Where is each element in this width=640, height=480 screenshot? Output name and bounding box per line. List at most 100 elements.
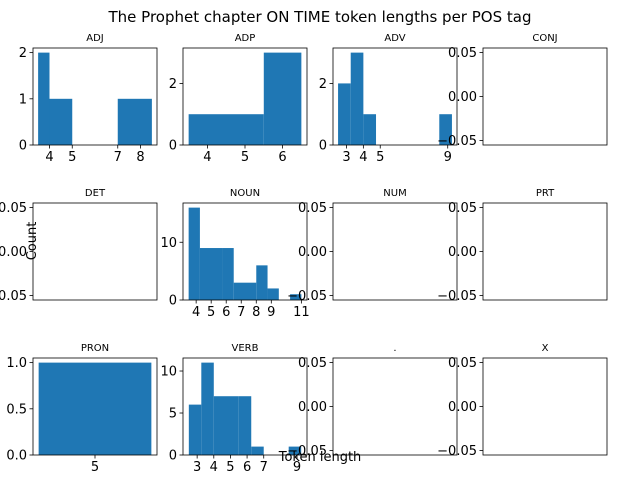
- histogram-bar: [245, 282, 257, 300]
- histogram-bar: [188, 404, 202, 455]
- x-tick-label: 7: [237, 305, 245, 320]
- histogram-bar: [439, 114, 452, 145]
- subplot-det: DET 0.05 0.00 −0.05: [0, 188, 158, 304]
- axes-frame: [482, 202, 608, 301]
- subplot-conj: CONJ 0.05 0.00 −0.05: [437, 33, 608, 149]
- histogram-bar: [201, 362, 214, 455]
- x-tick-label: 4: [210, 460, 218, 475]
- y-tick-label: 0: [169, 139, 177, 154]
- y-tick-label: 0.05: [448, 46, 477, 61]
- x-tick-label: 11: [293, 305, 310, 320]
- y-tick-label: 0.05: [0, 201, 27, 216]
- axes-frame: [32, 202, 158, 301]
- subplot-noun: NOUN 4 5 6 7 8 9 11 0 10: [160, 188, 309, 320]
- subplot-adv: ADV 3 4 5 9 0 2: [319, 33, 458, 165]
- y-tick-label: −0.05: [437, 134, 477, 149]
- subplot-num: NUM 0.05 0.00 −0.05: [287, 188, 458, 304]
- y-tick-label: −0.05: [437, 444, 477, 459]
- y-tick-label: 0.0: [6, 449, 27, 464]
- histogram-bar: [338, 83, 351, 145]
- subplot-title: ADV: [384, 33, 405, 44]
- y-tick-label: 5: [169, 407, 177, 422]
- x-tick-label: 5: [226, 460, 234, 475]
- y-tick-label: 0.00: [448, 90, 477, 105]
- axes-frame: [482, 357, 608, 456]
- y-tick-label: 0: [319, 139, 327, 154]
- subplot-title: PRON: [81, 343, 109, 354]
- axes-frame: [332, 357, 458, 456]
- x-tick-label: 9: [267, 305, 275, 320]
- subplot-prt: PRT 0.05 0.00 −0.05: [437, 188, 608, 304]
- histogram-bar: [49, 98, 73, 145]
- y-tick-label: 0: [169, 294, 177, 309]
- y-tick-label: 2: [319, 77, 327, 92]
- y-tick-label: 1.0: [6, 356, 27, 371]
- y-tick-label: 0.00: [298, 400, 327, 415]
- histogram-bar: [256, 265, 268, 300]
- histogram-bar: [38, 52, 50, 145]
- x-tick-label: 3: [193, 460, 201, 475]
- y-tick-label: 10: [160, 236, 177, 251]
- histogram-bar: [363, 114, 377, 145]
- x-tick-label: 5: [376, 150, 384, 165]
- histogram-bar: [267, 288, 279, 300]
- y-tick-label: 0.00: [298, 245, 327, 260]
- x-tick-label: 7: [114, 150, 122, 165]
- x-tick-label: 4: [359, 150, 367, 165]
- x-tick-label: 5: [68, 150, 76, 165]
- histogram-bar: [38, 362, 152, 455]
- x-tick-label: 5: [207, 305, 215, 320]
- axes-frame: [332, 47, 458, 146]
- y-tick-label: 2: [169, 77, 177, 92]
- subplot-title: DET: [85, 188, 106, 199]
- histogram-bar: [140, 98, 152, 145]
- subplot-title: ADJ: [86, 33, 104, 44]
- axes-frame: [332, 202, 458, 301]
- y-tick-label: 0.05: [298, 356, 327, 371]
- histogram-bar: [251, 446, 264, 455]
- x-tick-label: 8: [252, 305, 260, 320]
- y-tick-label: 2: [19, 46, 27, 61]
- x-tick-label: 7: [260, 460, 268, 475]
- y-tick-label: 0.00: [448, 245, 477, 260]
- x-tick-label: 4: [203, 150, 211, 165]
- axes-frame: [32, 47, 158, 146]
- x-tick-label: 5: [91, 460, 99, 475]
- figure-title: The Prophet chapter ON TIME token length…: [108, 8, 532, 26]
- y-tick-label: 0: [169, 449, 177, 464]
- subplot-adj: ADJ 4 5 7 8 0 1 2: [19, 33, 158, 165]
- y-tick-label: 1: [19, 92, 27, 107]
- y-axis-label: Count: [25, 222, 40, 261]
- histogram-bar: [350, 52, 364, 145]
- axes-frame: [482, 47, 608, 146]
- histogram-bar: [290, 294, 302, 300]
- subplot-punct: . 0.05 0.00 −0.05: [287, 343, 458, 459]
- y-tick-label: −0.05: [0, 289, 27, 304]
- x-tick-label: 6: [243, 460, 251, 475]
- axes-frame: [182, 357, 308, 456]
- x-tick-label: 5: [241, 150, 249, 165]
- x-tick-label: 3: [342, 150, 350, 165]
- subplot-title: X: [542, 343, 549, 354]
- subplot-title: NUM: [383, 188, 406, 199]
- histogram-bar: [288, 446, 302, 455]
- histogram-bar: [213, 396, 239, 455]
- subplot-title: PRT: [536, 188, 555, 199]
- subplot-title: VERB: [232, 343, 259, 354]
- histogram-bar: [233, 282, 245, 300]
- histogram-bar: [188, 114, 264, 145]
- subplot-x: X 0.05 0.00 −0.05: [437, 343, 608, 459]
- y-tick-label: 10: [160, 365, 177, 380]
- subplot-pron: PRON 5 0.0 0.5 1.0: [6, 343, 158, 475]
- histogram-bar: [263, 52, 302, 145]
- x-tick-label: 9: [444, 150, 452, 165]
- subplot-adp: ADP 4 5 6 0 2: [169, 33, 308, 165]
- axes-frame: [182, 202, 308, 301]
- histogram-bar: [117, 98, 141, 145]
- x-tick-label: 8: [136, 150, 144, 165]
- y-tick-label: 0: [19, 139, 27, 154]
- y-tick-label: 0.05: [448, 356, 477, 371]
- subplot-title: .: [393, 343, 396, 354]
